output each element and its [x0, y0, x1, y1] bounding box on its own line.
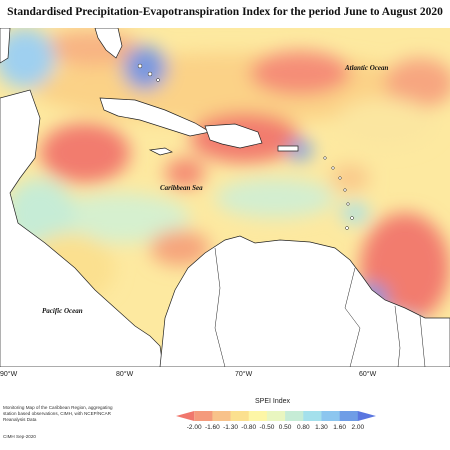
- longitude-label-80w: 80°W: [116, 371, 134, 378]
- colorbar-segment: [266, 411, 286, 421]
- puerto-rico-land: [277, 145, 299, 152]
- colorbar-tick-label: 1.30: [315, 424, 328, 431]
- jamaica-land: [148, 147, 173, 156]
- legend-title: SPEI Index: [255, 398, 291, 405]
- colorbar-tick-label: -0.50: [259, 424, 275, 431]
- south-america-land: [159, 235, 450, 367]
- colorbar-segment: [285, 411, 304, 421]
- colorbar-tick-label: -1.60: [204, 424, 220, 431]
- map-credit: CIMH Sep-2020: [3, 434, 36, 439]
- yucatan-land: [0, 28, 11, 64]
- florida-land: [94, 28, 123, 59]
- colorbar-segment: [248, 411, 268, 421]
- colorbar-segment: [194, 411, 213, 421]
- colorbar-segment: [176, 411, 195, 421]
- colorbar-tick-label: 2.00: [351, 424, 365, 431]
- spei-map-canvas: Atlantic Ocean Caribbean Sea Pacific Oce…: [0, 28, 450, 367]
- spei-map: Atlantic Ocean Caribbean Sea Pacific Oce…: [0, 28, 450, 367]
- colorbar-tick-label: -0.80: [241, 424, 257, 431]
- hispaniola-land: [204, 123, 263, 149]
- colorbar-tick-label: -1.30: [223, 424, 238, 431]
- colorbar-tick-label: 0.50: [278, 424, 292, 431]
- caribbean-sea-label: Caribbean Sea: [160, 184, 203, 192]
- map-footnote: Monitoring Map of the Caribbean Region, …: [3, 405, 113, 422]
- colorbar-segment: [212, 411, 231, 421]
- colorbar-tick-labels: -2.00 -1.60 -1.30 -0.80 -0.50 0.50 0.80 1.30 1.6…: [170, 424, 380, 434]
- map-title: Standardised Precipitation-Evapotranspir…: [7, 6, 443, 18]
- spei-colorbar: [170, 410, 382, 428]
- colorbar-tick-label: 1.60: [333, 424, 346, 431]
- colorbar-svg: [176, 411, 376, 421]
- longitude-label-90w: 90°W: [0, 371, 18, 378]
- colorbar-tick-label: 0.80: [296, 424, 310, 431]
- colorbar-segment: [303, 411, 322, 421]
- colorbar-segment: [339, 411, 359, 421]
- cuba-land: [99, 97, 211, 137]
- colorbar-segment: [321, 411, 340, 421]
- spei-anomaly-patches: [0, 28, 450, 353]
- country-borders: [214, 247, 426, 367]
- colorbar-tick-label: -2.00: [186, 424, 202, 431]
- atlantic-ocean-label: Atlantic Ocean: [344, 64, 388, 72]
- pacific-ocean-label: Pacific Ocean: [42, 307, 83, 315]
- colorbar-segment: [230, 411, 250, 421]
- small-islands: [137, 63, 354, 230]
- longitude-label-60w: 60°W: [359, 371, 377, 378]
- longitude-label-70w: 70°W: [235, 371, 253, 378]
- colorbar-segment: [357, 411, 376, 421]
- central-america-land: [0, 89, 164, 367]
- land-masses: [0, 28, 450, 367]
